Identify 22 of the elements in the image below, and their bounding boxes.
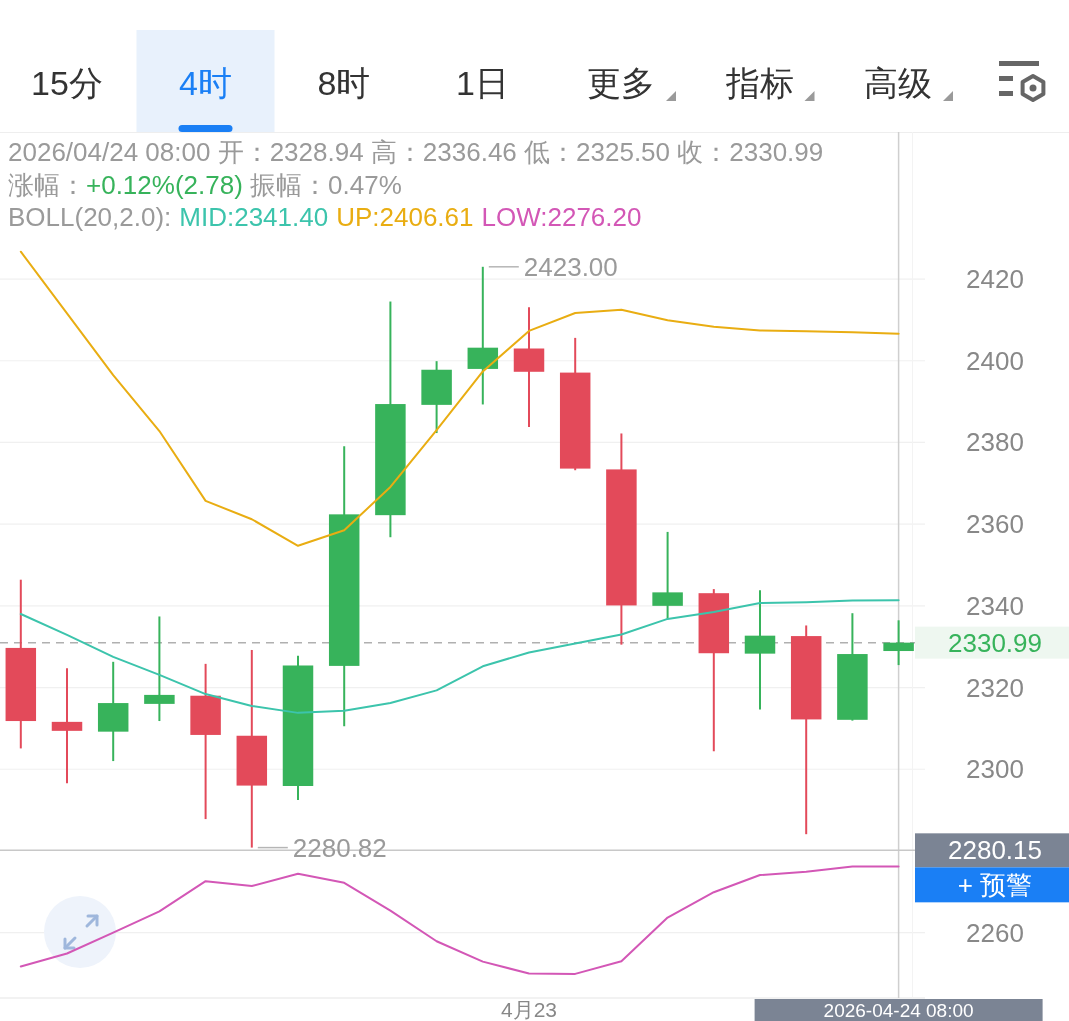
y-tick-label: 2300	[966, 754, 1024, 785]
y-tick-label: 2360	[966, 509, 1024, 540]
candlestick	[883, 619, 914, 667]
y-tick-label: 2260	[966, 917, 1024, 948]
legend: BOLL(20,2.0): MID:2341.40 UP:2406.61 LOW:2276.20	[8, 202, 642, 232]
y-tick-label: 2340	[966, 590, 1024, 621]
x-tick-label: 4月23	[500, 997, 558, 1021]
annotation: 2423.00	[523, 251, 618, 282]
y-tick-label: 2380	[966, 427, 1024, 458]
line-series	[19, 250, 900, 547]
y-tick-label: 2320	[966, 672, 1024, 703]
line-series	[19, 599, 900, 714]
text: 涨幅：+0.12%(2.78) 振幅：0.47%	[8, 170, 402, 200]
y-tick-label: 2400	[966, 345, 1024, 376]
candlestick	[744, 589, 776, 711]
candlestick	[144, 615, 175, 723]
y-tick-label: 2420	[966, 264, 1024, 295]
chart-title: 2026/04/24 08:00 开：2328.94 高：2336.46 低：2325.50 收：2330.99	[8, 137, 824, 167]
candlestick	[652, 530, 683, 620]
candlestick	[51, 667, 83, 785]
annotation: 2280.82	[292, 832, 387, 863]
line-series	[19, 865, 900, 975]
